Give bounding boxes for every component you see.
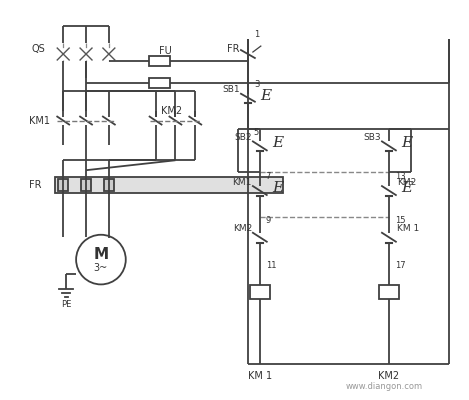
Text: KM2: KM2 [378, 371, 400, 381]
Text: E: E [272, 136, 283, 150]
Text: 17: 17 [395, 261, 406, 270]
Text: KM 1: KM 1 [248, 371, 272, 381]
Text: SB2: SB2 [234, 133, 252, 142]
Text: SB3: SB3 [363, 133, 381, 142]
Bar [379, 286, 399, 299]
Text: M: M [93, 247, 108, 262]
Text: 7: 7 [266, 172, 271, 181]
Text: FR: FR [227, 44, 240, 54]
Text: KM2: KM2 [160, 106, 182, 116]
Bar [55, 177, 283, 193]
Text: KM 1: KM 1 [397, 224, 419, 233]
Text: E: E [260, 89, 271, 103]
Bar [250, 286, 270, 299]
Text: 9: 9 [266, 216, 271, 225]
Text: SB1: SB1 [222, 85, 240, 94]
Bar [81, 179, 91, 191]
Bar [58, 179, 68, 191]
Bar [149, 56, 170, 66]
Text: 3~: 3~ [94, 262, 108, 272]
Bar [149, 78, 170, 88]
Text: QS: QS [31, 44, 45, 54]
Text: 3: 3 [254, 80, 259, 89]
Text: www.diangon.com: www.diangon.com [345, 382, 423, 391]
Text: 1: 1 [254, 30, 259, 39]
Text: 5: 5 [254, 128, 259, 137]
Text: E: E [272, 181, 283, 195]
Text: KM2: KM2 [233, 224, 252, 233]
Bar [104, 179, 114, 191]
Circle shape [76, 235, 126, 284]
Text: KM2: KM2 [397, 178, 416, 187]
Text: KM1: KM1 [233, 178, 252, 187]
Text: KM1: KM1 [30, 116, 51, 126]
Text: FR: FR [30, 180, 42, 190]
Text: 13: 13 [395, 172, 406, 181]
Text: FU: FU [159, 46, 172, 56]
Text: 15: 15 [395, 216, 405, 225]
Text: E: E [401, 136, 412, 150]
Text: E: E [401, 181, 412, 195]
Text: 11: 11 [266, 261, 276, 270]
Text: PE: PE [61, 300, 71, 309]
